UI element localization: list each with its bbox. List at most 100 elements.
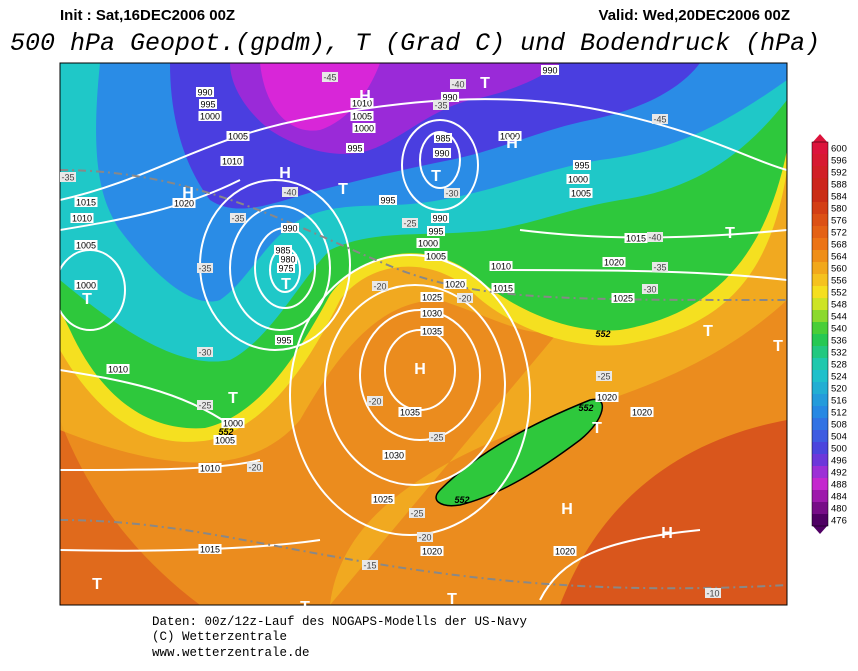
pressure-label-box — [273, 245, 293, 255]
pressure-label: 990 — [434, 149, 449, 159]
pressure-label: 1035 — [400, 408, 420, 418]
pressure-label: 1010 — [222, 157, 242, 167]
temperature-label-box — [59, 172, 77, 182]
colorbar-tip — [812, 134, 828, 143]
colorbar-label: 576 — [831, 216, 847, 227]
pressure-center: T — [725, 225, 735, 242]
colorbar-label: 520 — [831, 384, 847, 395]
temperature-label: -45 — [653, 115, 666, 125]
pressure-label-box — [569, 188, 593, 198]
temperature-label-box — [196, 400, 214, 410]
pressure-label-box — [278, 254, 298, 264]
pressure-label: 1025 — [422, 293, 442, 303]
colorbar-label: 496 — [831, 456, 847, 467]
colorbar-label: 532 — [831, 348, 847, 359]
temperature-label-box — [366, 396, 384, 406]
pressure-label-box — [602, 257, 626, 267]
colorbar-label: 500 — [831, 444, 847, 455]
colorbar-label: 592 — [831, 168, 847, 179]
colorbar-cell — [812, 190, 828, 202]
pressure-label-box — [195, 87, 215, 97]
pressure-label-box — [74, 280, 98, 290]
pressure-label-box — [345, 143, 365, 153]
temperature-label: -35 — [653, 263, 666, 273]
colorbar-cell — [812, 310, 828, 322]
pressure-label: 1020 — [555, 547, 575, 557]
colorbar-cell — [812, 226, 828, 238]
colorbar-cell — [812, 358, 828, 370]
pressure-center: T — [281, 276, 291, 293]
colorbar-cell — [812, 502, 828, 514]
pressure-label: 995 — [574, 161, 589, 171]
pressure-center: T — [592, 420, 602, 437]
pressure-label-box — [440, 92, 460, 102]
temperature-label-box — [595, 371, 613, 381]
colorbar-cell — [812, 298, 828, 310]
pressure-label-box — [624, 233, 648, 243]
colorbar-cell — [812, 178, 828, 190]
pressure-label: 1020 — [174, 199, 194, 209]
contour-label: 552 — [595, 329, 610, 339]
pressure-label-box — [213, 435, 237, 445]
temperature-label: -35 — [61, 173, 74, 183]
temperature-label-box — [449, 79, 467, 89]
pressure-label-box — [611, 293, 635, 303]
colorbar-cell — [812, 478, 828, 490]
colorbar-label: 556 — [831, 276, 847, 287]
pressure-label: 1005 — [571, 189, 591, 199]
pressure-label: 1000 — [200, 112, 220, 122]
temperature-label: -25 — [430, 433, 443, 443]
temperature-label: -30 — [198, 348, 211, 358]
temperature-label: -30 — [643, 285, 656, 295]
temperature-label: -20 — [248, 463, 261, 473]
pressure-label-box — [416, 238, 440, 248]
pressure-label: 985 — [275, 246, 290, 256]
temperature-label: -25 — [410, 509, 423, 519]
temperature-label: -35 — [231, 214, 244, 224]
pressure-label-box — [220, 156, 244, 166]
pressure-label-box — [198, 544, 222, 554]
pressure-label: 1030 — [384, 451, 404, 461]
temperature-label-box — [196, 347, 214, 357]
colorbar-cell — [812, 286, 828, 298]
temperature-label-box — [416, 532, 434, 542]
colorbar-label: 524 — [831, 372, 847, 383]
colorbar-cell — [812, 454, 828, 466]
pressure-label-box — [491, 283, 515, 293]
pressure-label-box — [433, 133, 453, 143]
pressure-center: H — [661, 525, 673, 542]
temperature-label: -10 — [706, 589, 719, 599]
colorbar-cell — [812, 382, 828, 394]
colorbar-label: 476 — [831, 516, 847, 527]
temperature-label: -25 — [198, 401, 211, 411]
pressure-label-box — [106, 364, 130, 374]
temperature-label-box — [704, 588, 722, 598]
pressure-label-box — [540, 65, 560, 75]
colorbar-label: 480 — [831, 504, 847, 515]
pressure-label: 1020 — [597, 393, 617, 403]
colorbar-cell — [812, 250, 828, 262]
colorbar-cell — [812, 430, 828, 442]
temperature-label: -20 — [418, 533, 431, 543]
pressure-label: 990 — [432, 214, 447, 224]
colorbar-label: 560 — [831, 264, 847, 275]
colorbar-label: 528 — [831, 360, 847, 371]
pressure-label: 1025 — [373, 495, 393, 505]
temperature-label-box — [321, 72, 339, 82]
temperature-label: -25 — [403, 219, 416, 229]
footer-line: www.wetterzentrale.de — [152, 646, 310, 660]
pressure-label: 1010 — [352, 99, 372, 109]
pressure-label-box — [198, 111, 222, 121]
colorbar-label: 564 — [831, 252, 847, 263]
pressure-label-box — [371, 494, 395, 504]
colorbar-cell — [812, 370, 828, 382]
pressure-label-box — [198, 463, 222, 473]
pressure-label-box — [489, 261, 513, 271]
pressure-label-box — [595, 392, 619, 402]
temperature-label-box — [651, 114, 669, 124]
pressure-label-box — [276, 263, 296, 273]
temperature-label-box — [361, 560, 379, 570]
pressure-label-box — [378, 195, 398, 205]
colorbar-tip — [812, 525, 828, 534]
pressure-label-box — [430, 213, 450, 223]
